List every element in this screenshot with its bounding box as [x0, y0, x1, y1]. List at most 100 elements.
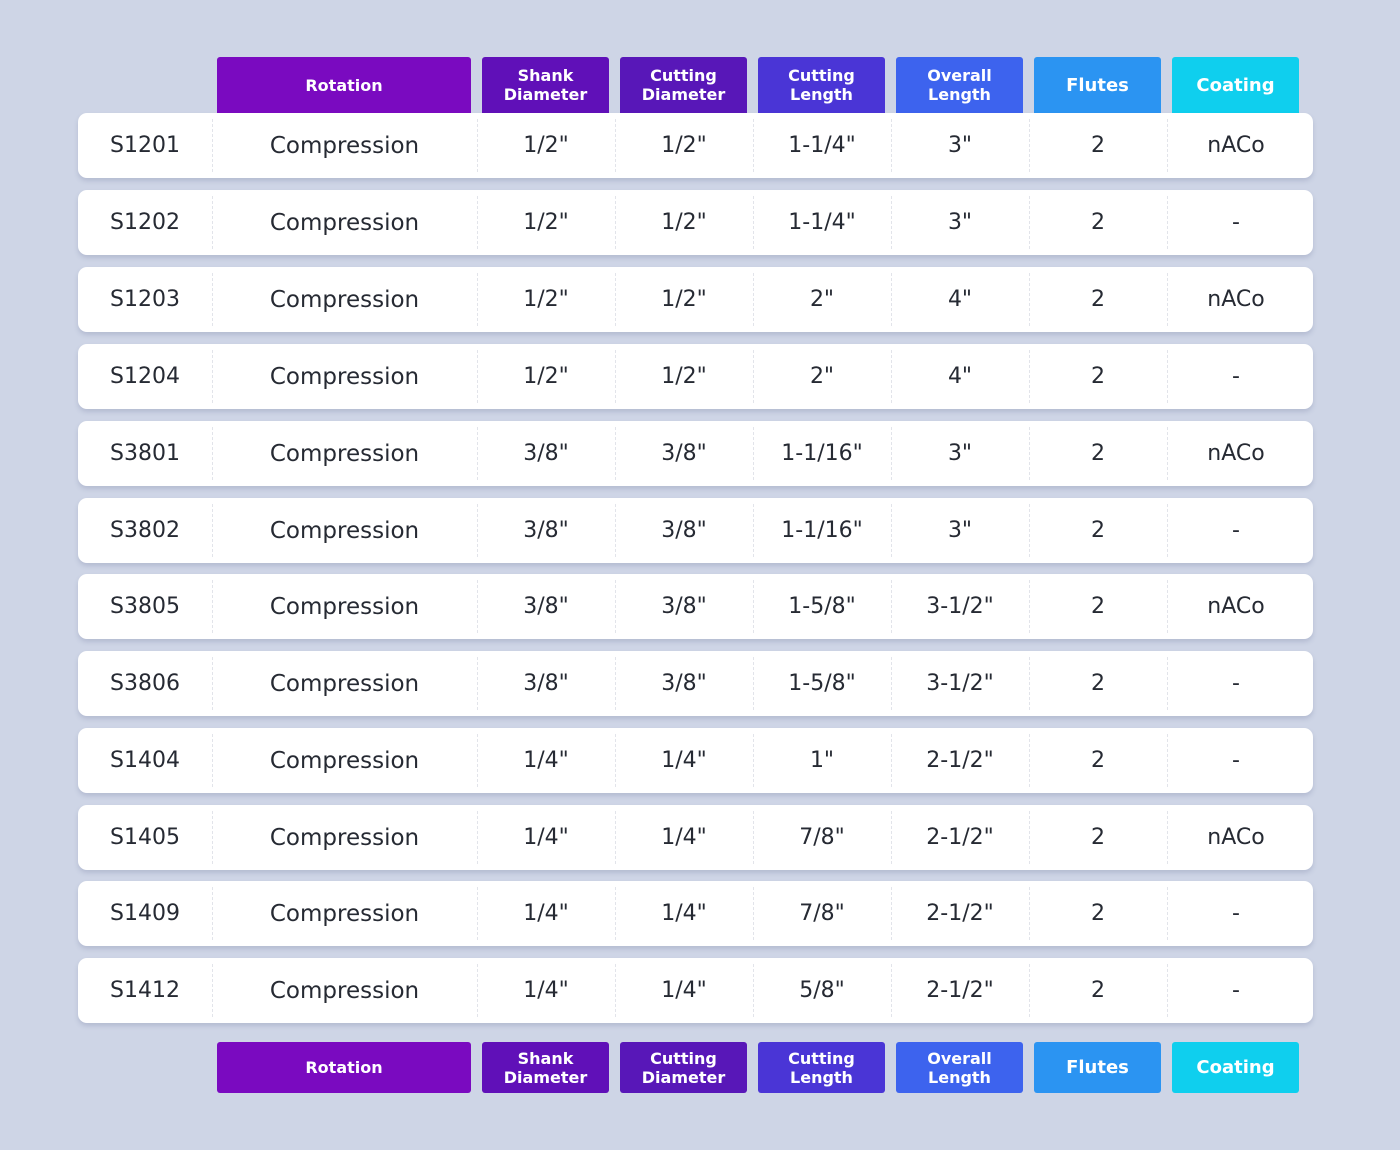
cell-shank: 1/4" — [523, 748, 569, 773]
column-divider — [891, 427, 892, 480]
header-label: Cutting Diameter — [641, 1048, 726, 1087]
cell-cut-dia: 3/8" — [661, 594, 707, 619]
cell-cut-len: 1-1/16" — [781, 441, 863, 466]
column-divider — [477, 119, 478, 172]
column-divider — [1029, 811, 1030, 864]
cell-rotation: Compression — [269, 670, 420, 697]
cell-flutes: 2 — [1091, 594, 1105, 619]
cell-cut-dia: 1/2" — [661, 133, 707, 158]
cell-coating: nACo — [1207, 594, 1265, 619]
column-divider — [891, 657, 892, 710]
cell-flutes: 2 — [1091, 901, 1105, 926]
column-divider — [1167, 273, 1168, 326]
cell-sku: S3801 — [110, 441, 180, 466]
cell-coating: - — [1232, 671, 1240, 696]
header-label: Shank Diameter — [503, 1048, 588, 1087]
column-divider — [753, 273, 754, 326]
cell-flutes: 2 — [1091, 441, 1105, 466]
header-coating: Coating — [1172, 57, 1299, 121]
cell-cut-len: 1-1/16" — [781, 518, 863, 543]
column-divider — [753, 734, 754, 787]
cell-cut-len: 2" — [809, 287, 835, 312]
column-divider — [891, 196, 892, 249]
column-divider — [1167, 734, 1168, 787]
column-divider — [1029, 273, 1030, 326]
table-row: S3801 Compression 3/8" 3/8" 1-1/16" 3" 2 nACo — [78, 421, 1313, 486]
cell-cut-len: 7/8" — [799, 825, 845, 850]
cell-coating: - — [1232, 518, 1240, 543]
column-divider — [212, 811, 213, 864]
column-divider — [891, 580, 892, 633]
cell-rotation: Compression — [269, 209, 420, 236]
column-divider — [615, 196, 616, 249]
column-divider — [212, 887, 213, 940]
header-label: Cutting Length — [788, 66, 855, 104]
cell-sku: S1409 — [110, 901, 180, 926]
cell-overall: 4" — [947, 364, 973, 389]
cell-sku: S1201 — [110, 133, 180, 158]
column-divider — [753, 964, 754, 1017]
header-label: Coating — [1196, 74, 1275, 96]
column-divider — [1167, 887, 1168, 940]
cell-cut-dia: 1/4" — [661, 825, 707, 850]
cell-overall: 3" — [947, 441, 973, 466]
cell-cut-dia: 1/2" — [661, 287, 707, 312]
column-divider — [1167, 196, 1168, 249]
cell-overall: 2-1/2" — [926, 978, 994, 1003]
cell-flutes: 2 — [1091, 978, 1105, 1003]
cell-rotation: Compression — [269, 440, 420, 467]
footer-header-rotation: Rotation — [217, 1042, 471, 1093]
cell-cut-dia: 3/8" — [661, 518, 707, 543]
cell-coating: nACo — [1207, 441, 1265, 466]
column-divider — [753, 119, 754, 172]
cell-shank: 3/8" — [523, 441, 569, 466]
cell-rotation: Compression — [269, 593, 420, 620]
cell-overall: 3" — [947, 133, 973, 158]
column-divider — [891, 887, 892, 940]
cell-shank: 1/2" — [523, 364, 569, 389]
column-divider — [477, 887, 478, 940]
column-divider — [1029, 580, 1030, 633]
header-cut_len: Cutting Length — [758, 57, 885, 121]
column-divider — [753, 811, 754, 864]
column-divider — [1167, 964, 1168, 1017]
table-row: S1404 Compression 1/4" 1/4" 1" 2-1/2" 2 - — [78, 728, 1313, 793]
column-divider — [1029, 657, 1030, 710]
column-divider — [1029, 350, 1030, 403]
column-divider — [212, 504, 213, 557]
header-label: Shank Diameter — [503, 66, 588, 104]
column-divider — [1167, 119, 1168, 172]
cell-cut-dia: 3/8" — [661, 441, 707, 466]
cell-shank: 1/4" — [523, 901, 569, 926]
column-divider — [1029, 119, 1030, 172]
column-divider — [753, 580, 754, 633]
cell-cut-dia: 1/2" — [661, 364, 707, 389]
column-divider — [1029, 427, 1030, 480]
column-divider — [615, 504, 616, 557]
column-divider — [891, 273, 892, 326]
cell-overall: 2-1/2" — [926, 901, 994, 926]
column-divider — [1029, 734, 1030, 787]
column-divider — [1167, 580, 1168, 633]
cell-shank: 1/2" — [523, 210, 569, 235]
cell-cut-len: 7/8" — [799, 901, 845, 926]
column-divider — [1167, 350, 1168, 403]
cell-shank: 3/8" — [523, 594, 569, 619]
table-row: S1405 Compression 1/4" 1/4" 7/8" 2-1/2" 2 nACo — [78, 805, 1313, 870]
cell-cut-dia: 1/4" — [661, 748, 707, 773]
cell-coating: nACo — [1207, 825, 1265, 850]
column-divider — [477, 811, 478, 864]
cell-flutes: 2 — [1091, 671, 1105, 696]
cell-sku: S3805 — [110, 594, 180, 619]
cell-overall: 4" — [947, 287, 973, 312]
header-label: Rotation — [305, 75, 383, 95]
header-label: Overall Length — [927, 1048, 992, 1087]
cell-flutes: 2 — [1091, 364, 1105, 389]
column-divider — [615, 119, 616, 172]
column-divider — [753, 887, 754, 940]
column-divider — [615, 580, 616, 633]
column-divider — [212, 734, 213, 787]
cell-sku: S1404 — [110, 748, 180, 773]
cell-sku: S3806 — [110, 671, 180, 696]
column-divider — [891, 504, 892, 557]
